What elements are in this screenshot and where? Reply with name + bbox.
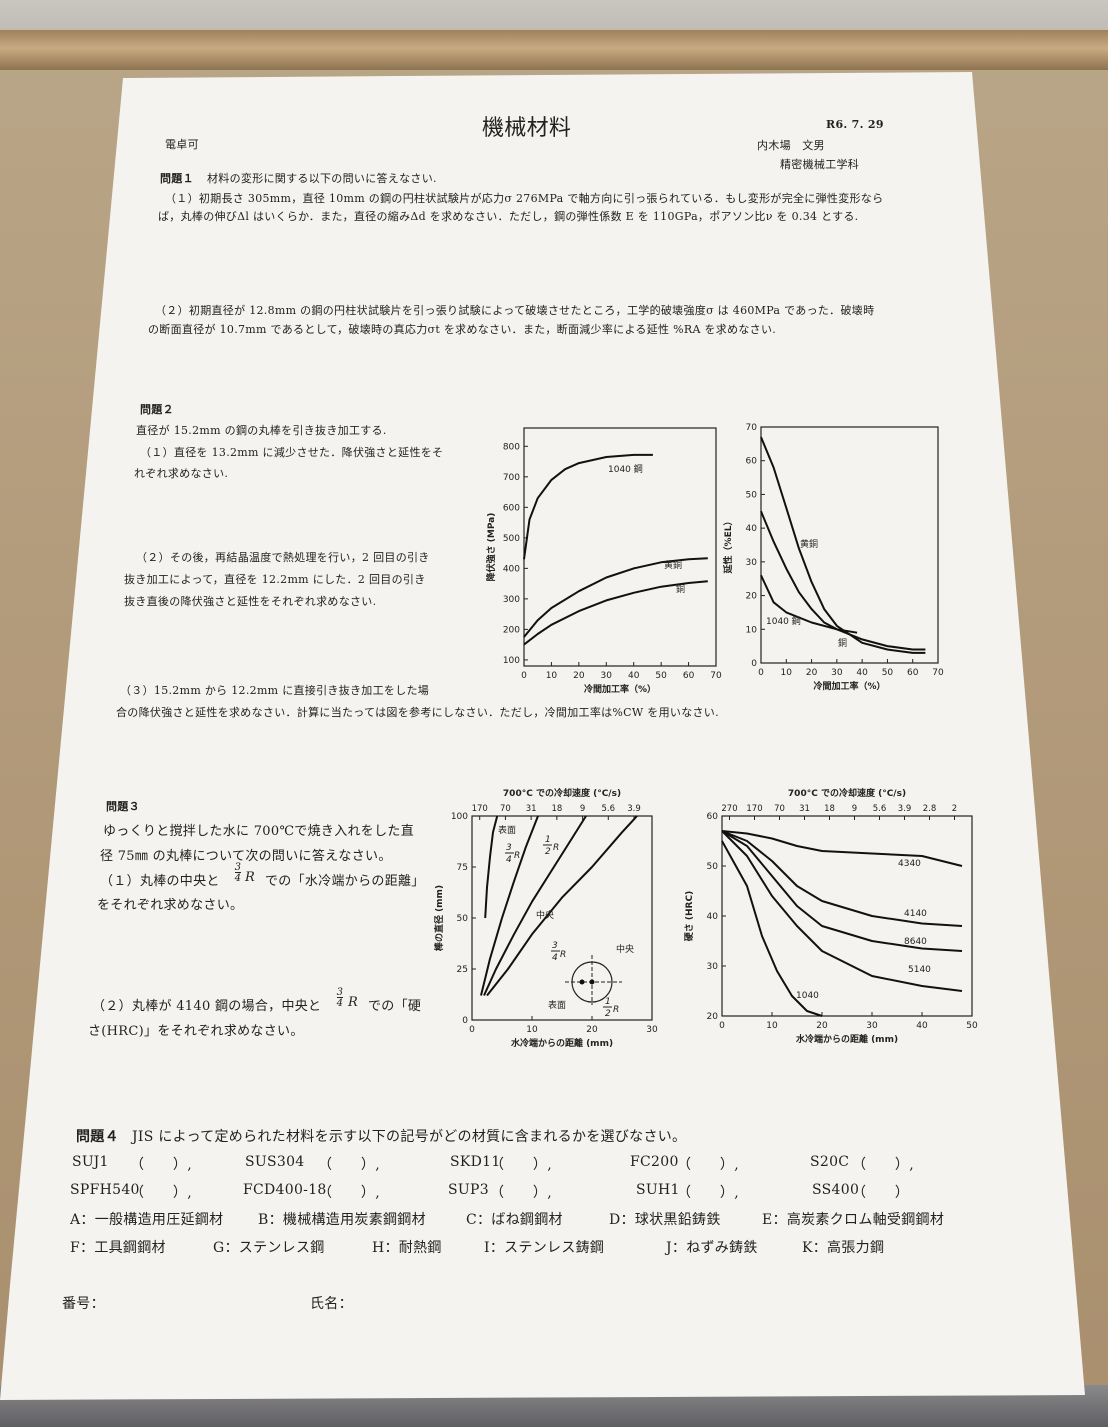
q1-p2-line2: の断面直径が 10.7mm であるとして，破壊時の真応力σt を求めなさい．また… xyxy=(148,323,777,336)
q3-p1-var: R xyxy=(245,870,256,885)
material-option-11: K：高張力鋼 xyxy=(802,1240,885,1256)
q1-p1-line1: （１）初期長さ 305mm，直径 10mm の鋼の円柱状試験片が応力σ 276M… xyxy=(165,192,884,205)
q3-p1-c: をそれぞれ求めなさい。 xyxy=(97,898,244,913)
q2-p3-line1: （３）15.2mm から 12.2mm に直接引き抜き加工をした場 xyxy=(120,684,430,697)
q2-p2-line1: （２）その後，再結晶温度で熱処理を行い，2 回目の引き xyxy=(136,551,430,564)
q3-line1: ゆっくりと撹拌した水に 700℃で焼き入れをした直 xyxy=(103,824,414,839)
material-option-2: B：機械構造用炭素鋼鋼材 xyxy=(258,1212,426,1228)
jis-code-fcd400-18: FCD400-18 xyxy=(243,1182,327,1198)
name-label: 氏名： xyxy=(310,1296,353,1312)
q1-p2-line1: （２）初期直径が 12.8mm の鋼の円柱状試験片を引っ張り試験によって破壊させ… xyxy=(155,304,875,317)
q2-title: 問題２ xyxy=(140,403,174,416)
material-option-7: G：ステンレス鋼 xyxy=(213,1240,325,1256)
jis-code-sup3: SUP3 xyxy=(448,1182,489,1198)
q3-title: 問題３ xyxy=(106,800,140,813)
jis-code-spfh540: SPFH540 xyxy=(70,1182,140,1198)
jis-code-ss400: SS400 xyxy=(812,1182,860,1198)
q3-p1-b: での「水冷端からの距離」 xyxy=(265,874,425,889)
q3-p2-c: さ(HRC)」をそれぞれ求めなさい。 xyxy=(88,1024,304,1039)
material-option-6: F：工具鋼鋼材 xyxy=(70,1240,166,1256)
q2-intro: 直径が 15.2mm の鋼の丸棒を引き抜き加工する. xyxy=(136,424,387,437)
material-option-3: C：ばね鋼鋼材 xyxy=(466,1212,563,1228)
department: 精密機械工学科 xyxy=(780,158,860,171)
q1-intro: 材料の変形に関する以下の問いに答えなさい. xyxy=(207,172,437,185)
answer-blank-spfh540[interactable]: （ ）, xyxy=(130,1185,192,1201)
q1-p1-line2: ば，丸棒の伸びΔl はいくらか．また，直径の縮みΔd を求めなさい．ただし，鋼の… xyxy=(158,210,859,223)
answer-blank-sup3[interactable]: （ ）, xyxy=(490,1185,552,1201)
jis-code-suj1: SUJ1 xyxy=(72,1154,109,1170)
q2-p1-line1: （１）直径を 13.2mm に減少させた．降伏強さと延性をそ xyxy=(140,446,444,459)
material-option-10: J：ねずみ鋳鉄 xyxy=(666,1240,758,1256)
material-option-1: A：一般構造用圧延鋼材 xyxy=(70,1212,224,1228)
answer-blank-sus304[interactable]: （ ）, xyxy=(318,1157,380,1173)
answer-blank-fcd400-18[interactable]: （ ）, xyxy=(318,1185,380,1201)
exam-date: R6. 7. 29 xyxy=(826,118,884,131)
answer-blank-skd11[interactable]: （ ）, xyxy=(490,1157,552,1173)
q4-title: 問題４ xyxy=(76,1129,119,1145)
q3-p2-a: （２）丸棒が 4140 鋼の場合，中央と xyxy=(92,999,322,1014)
q3-p1-a: （１）丸棒の中央と xyxy=(100,874,220,889)
answer-blank-s20c[interactable]: （ ）, xyxy=(852,1157,914,1173)
jis-code-sus304: SUS304 xyxy=(245,1154,305,1170)
material-option-8: H：耐熱鋼 xyxy=(372,1240,442,1256)
jis-code-suh1: SUH1 xyxy=(636,1182,680,1198)
material-option-9: I：ステンレス鋳鋼 xyxy=(484,1240,605,1256)
q1-title: 問題１ xyxy=(160,172,194,185)
material-option-5: E：高炭素クロム軸受鋼鋼材 xyxy=(762,1212,945,1228)
jis-code-fc200: FC200 xyxy=(630,1154,679,1170)
q4-intro: JIS によって定められた材料を示す以下の記号がどの材質に含まれるかを選びなさい… xyxy=(132,1129,687,1145)
number-label: 番号： xyxy=(62,1296,105,1312)
jis-code-skd11: SKD11 xyxy=(450,1154,501,1170)
q3-p2-b: での「硬 xyxy=(368,999,422,1014)
q3-line2: 径 75㎜ の丸棒について次の問いに答えなさい。 xyxy=(100,849,392,864)
q2-p1-line2: れぞれ求めなさい. xyxy=(134,467,229,480)
answer-blank-suj1[interactable]: （ ）, xyxy=(130,1157,192,1173)
answer-blank-suh1[interactable]: （ ）, xyxy=(677,1185,739,1201)
q2-p2-line2: 抜き加工によって，直径を 12.2mm にした．2 回目の引き xyxy=(124,573,426,586)
material-option-4: D：球状黒鉛鋳鉄 xyxy=(609,1212,721,1228)
q2-p2-line3: 抜き直後の降伏強さと延性をそれぞれ求めなさい. xyxy=(124,595,377,608)
answer-blank-ss400[interactable]: （ ） xyxy=(852,1185,910,1201)
calculator-note: 電卓可 xyxy=(165,138,199,151)
q2-p3-line2: 合の降伏強さと延性を求めなさい．計算に当たっては図を参考にしなさい．ただし，冷間… xyxy=(116,706,719,719)
q3-p2-var: R xyxy=(348,995,359,1010)
jis-code-s20c: S20C xyxy=(810,1154,850,1170)
answer-blank-fc200[interactable]: （ ）, xyxy=(677,1157,739,1173)
desk-rail xyxy=(0,30,1108,70)
page-title: 機械材料 xyxy=(482,116,572,141)
author-name: 内木場 文男 xyxy=(757,139,825,152)
